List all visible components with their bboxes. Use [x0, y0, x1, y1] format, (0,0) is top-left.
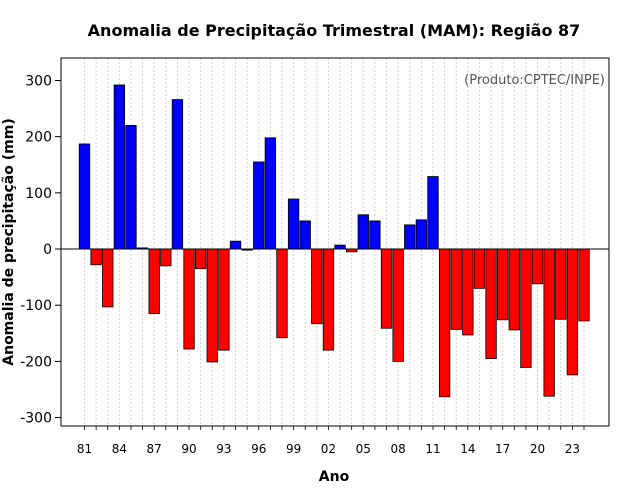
bar-2020 [531, 248, 544, 285]
plot-area-frame [60, 57, 610, 427]
bar-2010 [415, 219, 428, 250]
bar-2001 [311, 248, 323, 325]
y-tick-label: 200 [25, 130, 52, 146]
bar-2023 [566, 248, 579, 376]
bar-1991 [195, 248, 207, 270]
bar-2006 [369, 220, 381, 250]
y-tick-label: -300 [20, 411, 52, 427]
bar-2003 [334, 244, 346, 250]
x-tick-label: 96 [251, 442, 266, 456]
bar-1981 [78, 143, 91, 250]
bar-2009 [404, 224, 416, 250]
bar-2022 [555, 248, 567, 320]
x-tick-label: 99 [286, 442, 301, 456]
y-tick-label: -100 [20, 298, 52, 314]
bar-2016 [485, 248, 497, 359]
y-tick-label: 0 [43, 242, 52, 258]
bar-1985 [125, 125, 137, 250]
bar-1982 [90, 248, 102, 266]
x-tick-label: 14 [460, 442, 475, 456]
x-axis-label: Ano [319, 469, 350, 485]
x-tick-label: 90 [181, 442, 196, 456]
bar-1988 [160, 248, 172, 267]
x-tick-label: 81 [77, 442, 92, 456]
x-tick-label: 05 [356, 442, 371, 456]
credit-label: (Produto:CPTEC/INPE) [464, 73, 605, 88]
bar-2000 [299, 220, 311, 250]
x-tick-label: 84 [112, 442, 127, 456]
bar-1992 [206, 248, 218, 363]
y-tick-label: 100 [25, 186, 52, 202]
bar-2015 [473, 248, 486, 289]
bar-2011 [427, 176, 439, 250]
x-tick-label: 87 [147, 442, 162, 456]
bar-1990 [183, 248, 195, 350]
x-tick-label: 17 [495, 442, 510, 456]
x-tick-label: 20 [530, 442, 545, 456]
bar-2024 [578, 248, 590, 322]
bar-2007 [380, 248, 393, 329]
bar-2018 [508, 248, 520, 331]
bar-2002 [322, 248, 335, 351]
y-tick-label: 300 [25, 73, 52, 89]
bar-2021 [543, 248, 555, 397]
bar-1984 [113, 84, 125, 250]
x-tick-label: 08 [390, 442, 405, 456]
x-tick-label: 93 [216, 442, 231, 456]
bar-1994 [229, 240, 242, 250]
grid-lines [84, 58, 585, 426]
bar-1999 [287, 198, 300, 250]
bar-2014 [462, 248, 474, 336]
y-axis-label: Anomalia de precipitação (mm) [1, 118, 17, 365]
bar-2019 [520, 248, 532, 368]
y-tick-label: -200 [20, 354, 52, 370]
bar-1997 [264, 137, 277, 250]
y-axis-ticks: 300 200 100 0 -100 -200 -300 [20, 73, 61, 427]
x-tick-label: 02 [321, 442, 336, 456]
bar-2013 [450, 248, 462, 330]
bar-1987 [148, 248, 160, 315]
bar-2017 [497, 248, 509, 321]
chart-title: Anomalia de Precipitação Trimestral (MAM… [88, 21, 581, 40]
bar-1996 [253, 161, 265, 250]
x-tick-label: 11 [425, 442, 440, 456]
x-axis-ticks: 81 84 87 90 93 96 99 02 05 08 11 14 17 20 23 [77, 426, 585, 456]
bar-2012 [438, 248, 451, 398]
x-tick-label: 23 [565, 442, 580, 456]
bar-1993 [218, 248, 230, 351]
bar-1989 [171, 99, 184, 250]
bar-1998 [276, 248, 288, 339]
bar-1983 [102, 248, 114, 308]
bar-2008 [392, 248, 404, 362]
bars [78, 84, 590, 398]
bar-2005 [357, 214, 369, 250]
